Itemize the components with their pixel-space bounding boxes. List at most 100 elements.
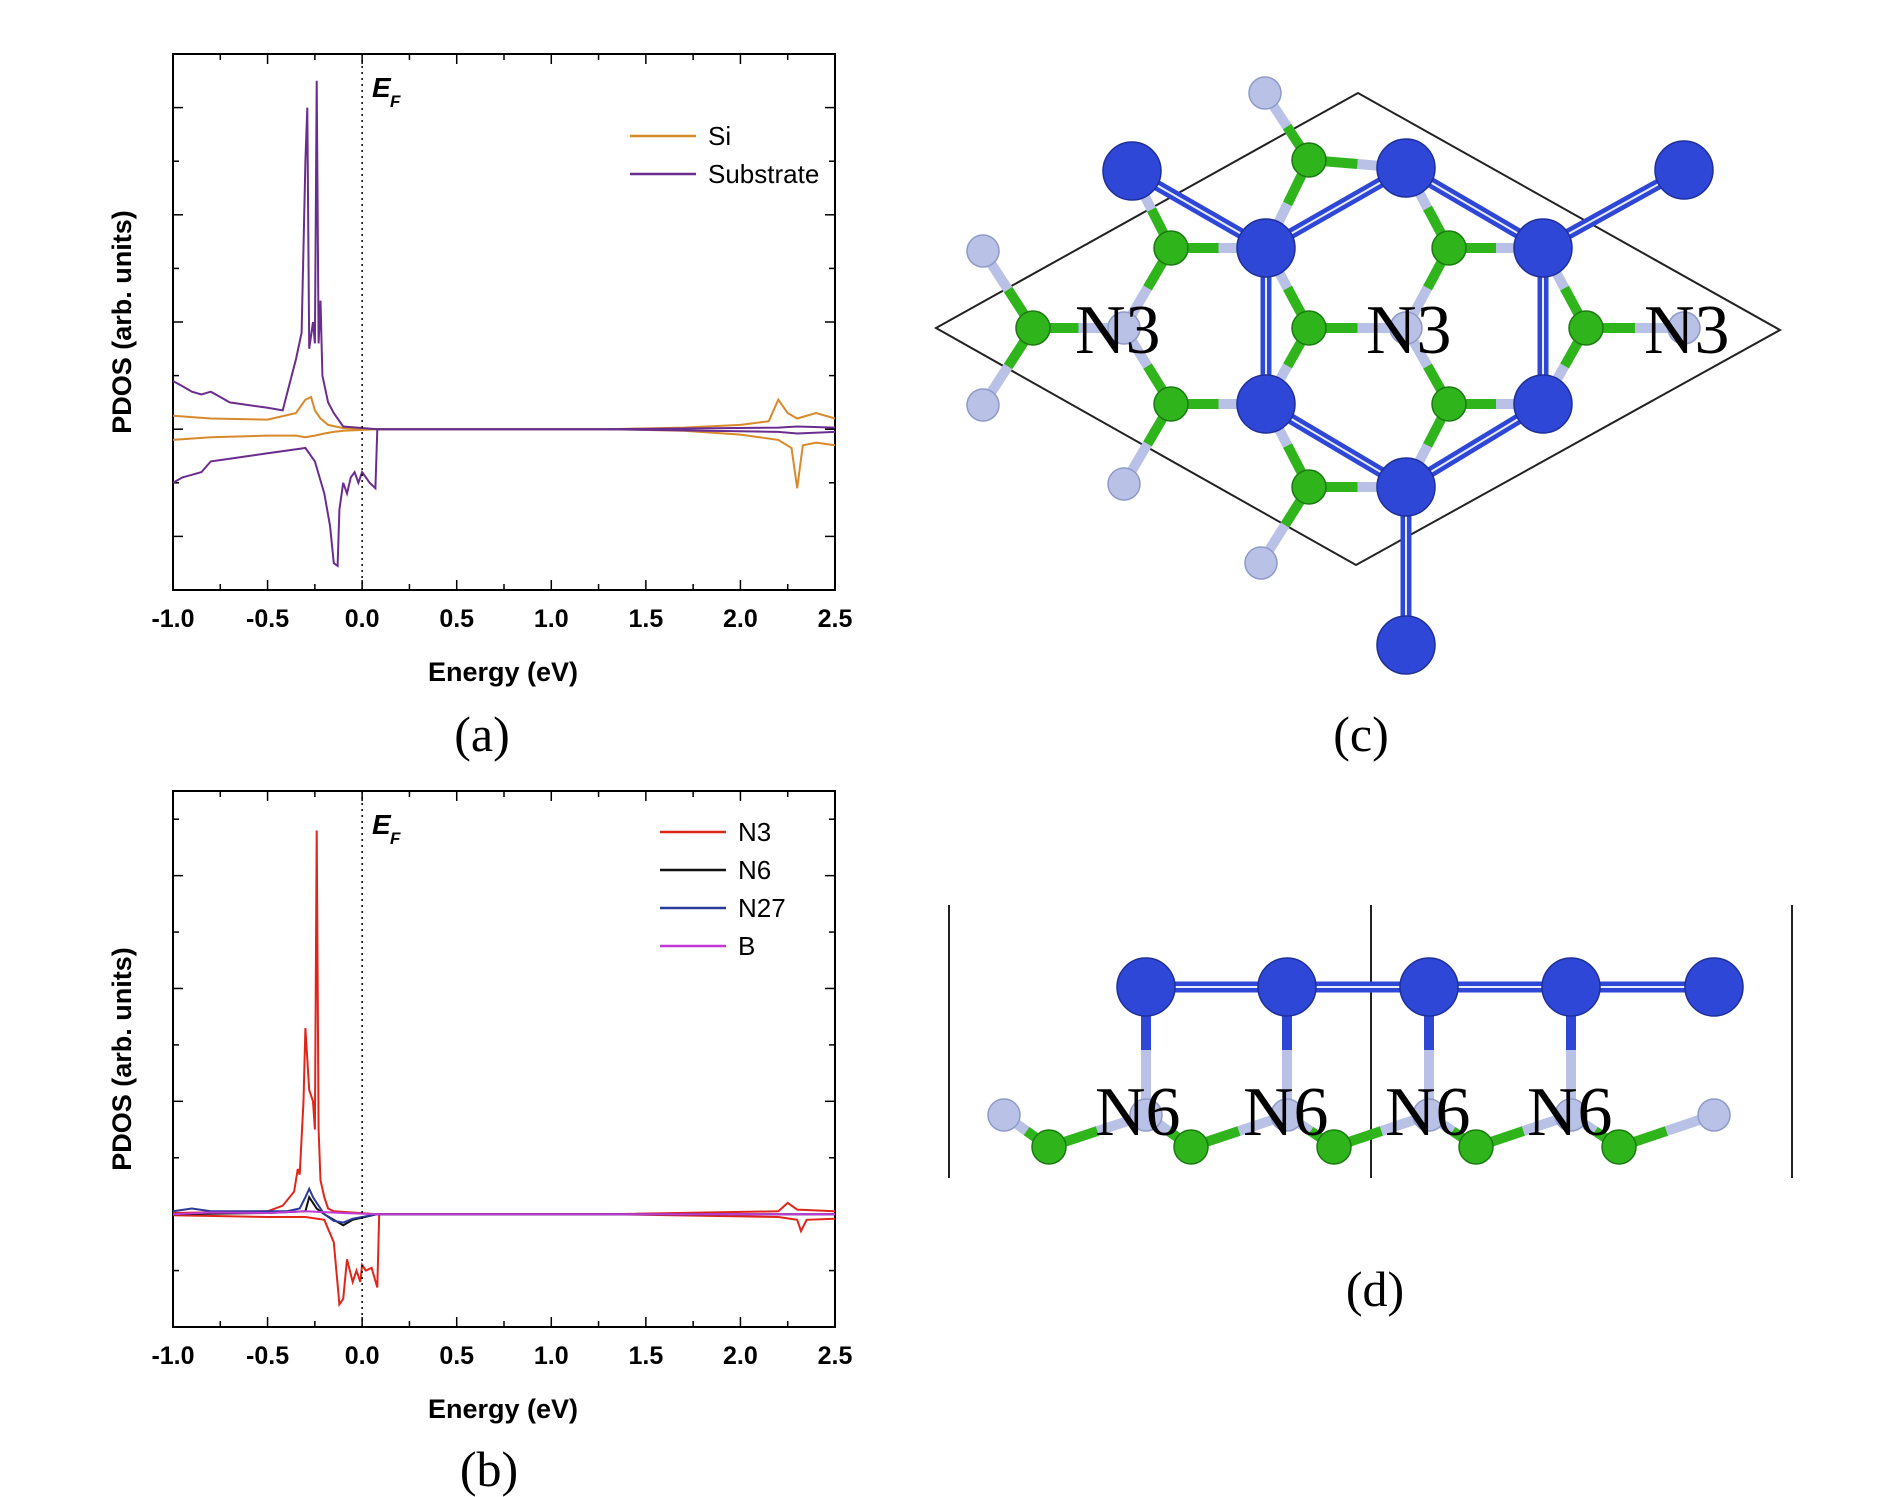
x-tick-label: 0.5 bbox=[439, 1342, 474, 1370]
green-atom bbox=[1031, 1129, 1067, 1165]
series-line-substrate bbox=[172, 428, 836, 568]
x-tick-label: -0.5 bbox=[246, 1342, 289, 1370]
top-view-bonds bbox=[978, 90, 1690, 651]
atom-label-n3: N3 bbox=[1075, 292, 1161, 369]
panel-label-b: (b) bbox=[460, 1441, 518, 1497]
x-tick-label: 1.5 bbox=[628, 1342, 663, 1370]
x-tick-label: 2.5 bbox=[818, 1342, 853, 1370]
x-tick-label: 1.0 bbox=[534, 605, 569, 633]
green-atom bbox=[1291, 469, 1327, 505]
fermi-subscript-b: F bbox=[390, 829, 401, 848]
atom-label-n6: N6 bbox=[1243, 1074, 1329, 1151]
light-atom bbox=[1129, 1098, 1163, 1132]
atom-label-n6: N6 bbox=[1527, 1074, 1613, 1151]
light-atom bbox=[1697, 1098, 1731, 1132]
legend-label: N3 bbox=[738, 817, 771, 847]
structure-top-view: N3 N3 N3 (c) bbox=[933, 76, 1783, 762]
blue-atom bbox=[1541, 957, 1601, 1017]
blue-atom bbox=[1399, 957, 1459, 1017]
legend-label: Substrate bbox=[708, 159, 819, 189]
series-line-n3 bbox=[172, 1213, 836, 1308]
fermi-subscript-a: F bbox=[390, 92, 401, 111]
legend-label: B bbox=[738, 931, 755, 961]
pdos-chart-a: -1.0 -0.5 0.0 0.5 1.0 1.5 2.0 2.5 E F Si Substra… bbox=[107, 53, 853, 762]
blue-atom bbox=[1116, 957, 1176, 1017]
green-atom bbox=[1601, 1129, 1637, 1165]
blue-atom bbox=[1376, 138, 1436, 198]
series-line-b bbox=[172, 1210, 835, 1216]
ticks-a: -1.0 -0.5 0.0 0.5 1.0 1.5 2.0 2.5 bbox=[151, 53, 853, 633]
green-atom bbox=[1316, 1129, 1352, 1165]
blue-atom bbox=[1513, 218, 1573, 278]
plot-frame-b bbox=[172, 790, 836, 1328]
fermi-label-a: E bbox=[372, 72, 392, 103]
x-tick-label: 0.0 bbox=[345, 605, 380, 633]
panel-label-d: (d) bbox=[1346, 1261, 1404, 1317]
y-axis-title-b: PDOS (arb. units) bbox=[107, 947, 137, 1171]
blue-atom bbox=[1102, 141, 1162, 201]
ticks-b: -1.0 -0.5 0.0 0.5 1.0 1.5 2.0 2.5 bbox=[151, 791, 852, 1370]
x-tick-label: 0.0 bbox=[345, 1342, 380, 1370]
blue-atom bbox=[1257, 957, 1317, 1017]
series-line-n27 bbox=[172, 1186, 835, 1224]
plot-frame-a bbox=[172, 53, 836, 591]
legend-a: Si Substrate bbox=[630, 121, 819, 189]
green-atom bbox=[1291, 310, 1327, 346]
green-atom bbox=[1458, 1129, 1494, 1165]
unit-cell-outline bbox=[933, 91, 1783, 567]
blue-atom bbox=[1236, 374, 1296, 434]
series-lines-a bbox=[172, 80, 836, 568]
atom-label-n3: N3 bbox=[1366, 292, 1452, 369]
atom-label-n6: N6 bbox=[1385, 1074, 1471, 1151]
fermi-label-b: E bbox=[372, 809, 392, 840]
blue-atom bbox=[1684, 957, 1744, 1017]
series-line-n3 bbox=[172, 830, 836, 1216]
green-atom bbox=[1431, 230, 1467, 266]
x-axis-title-a: Energy (eV) bbox=[428, 657, 578, 687]
green-atom bbox=[1015, 310, 1051, 346]
light-atom bbox=[1667, 311, 1701, 345]
panel-label-a: (a) bbox=[454, 706, 510, 762]
legend-label: Si bbox=[708, 121, 731, 151]
light-atom bbox=[1389, 311, 1423, 345]
x-tick-label: 2.5 bbox=[818, 605, 853, 633]
x-tick-label: 1.0 bbox=[534, 1342, 569, 1370]
blue-atom bbox=[1513, 374, 1573, 434]
blue-atom bbox=[1376, 615, 1436, 675]
x-tick-label: 1.5 bbox=[628, 605, 663, 633]
green-atom bbox=[1568, 310, 1604, 346]
x-axis-title-b: Energy (eV) bbox=[428, 1394, 578, 1424]
light-atom bbox=[1412, 1098, 1446, 1132]
top-view-atoms bbox=[966, 76, 1714, 675]
blue-atom bbox=[1654, 140, 1714, 200]
y-axis-title-a: PDOS (arb. units) bbox=[107, 210, 137, 434]
legend-label: N6 bbox=[738, 855, 771, 885]
light-atom bbox=[1270, 1098, 1304, 1132]
x-tick-label: -1.0 bbox=[151, 1342, 194, 1370]
green-atom bbox=[1153, 386, 1189, 422]
x-tick-label: 2.0 bbox=[723, 1342, 758, 1370]
series-line-si bbox=[172, 395, 836, 431]
side-view-atoms bbox=[987, 957, 1744, 1165]
x-tick-label: 2.0 bbox=[723, 605, 758, 633]
atom-label-n3: N3 bbox=[1644, 292, 1730, 369]
light-atom bbox=[1244, 546, 1278, 580]
light-atom bbox=[987, 1098, 1021, 1132]
light-atom bbox=[1248, 76, 1282, 110]
structure-side-view: N6 N6 N6 N6 (d) bbox=[948, 905, 1793, 1317]
light-atom bbox=[966, 234, 1000, 268]
x-tick-label: -1.0 bbox=[151, 605, 194, 633]
blue-atom bbox=[1236, 218, 1296, 278]
blue-atom bbox=[1376, 457, 1436, 517]
light-atom bbox=[1107, 311, 1141, 345]
light-atom bbox=[966, 388, 1000, 422]
green-atom bbox=[1173, 1129, 1209, 1165]
series-lines-b bbox=[172, 830, 836, 1308]
atom-label-n6: N6 bbox=[1095, 1074, 1181, 1151]
light-atom bbox=[1107, 467, 1141, 501]
series-line-si bbox=[172, 428, 836, 489]
x-tick-label: 0.5 bbox=[439, 605, 474, 633]
legend-label: N27 bbox=[738, 893, 786, 923]
green-atom bbox=[1153, 230, 1189, 266]
